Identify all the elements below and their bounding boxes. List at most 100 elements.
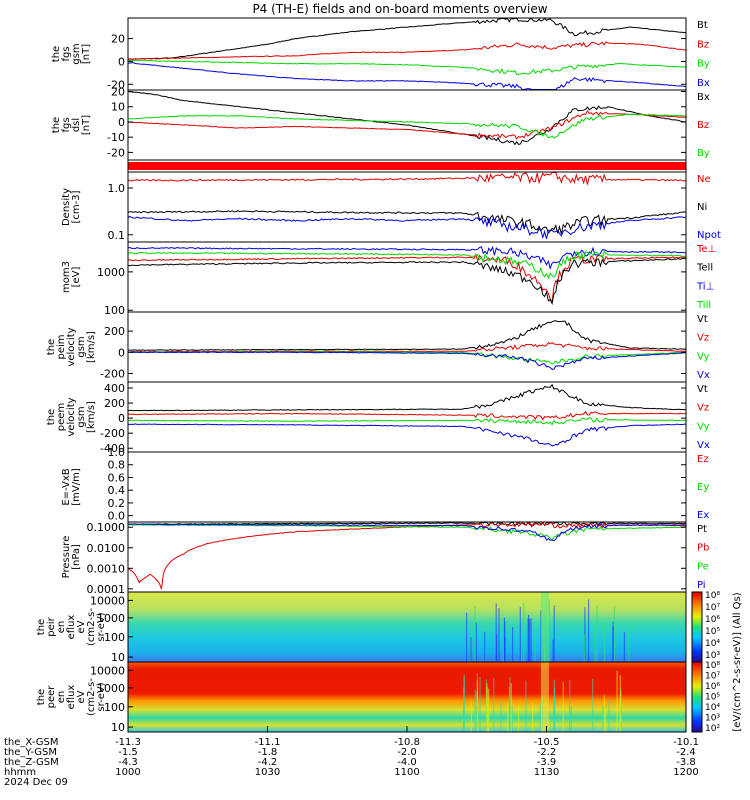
colorbar: 10⁸10⁷10⁶10⁵10⁴10³10⁸10⁷10⁶10⁵10⁴10³10²[… xyxy=(691,591,743,734)
y-tick-label: 1000 xyxy=(97,612,125,625)
y-tick-label: 10000 xyxy=(90,664,125,677)
legend-entry: Vt xyxy=(697,384,708,395)
legend-entry: Pi xyxy=(697,580,706,591)
x-row-label: hhmm xyxy=(4,767,36,778)
series-line-Ni xyxy=(127,210,687,235)
y-tick-label: -200 xyxy=(100,427,125,440)
spectrogram-streak xyxy=(486,683,488,732)
y-label-line: fgs xyxy=(61,46,72,61)
y-tick-label: 0 xyxy=(118,55,125,68)
legend-entry: Vz xyxy=(697,403,709,414)
x-row-value: -1.8 xyxy=(258,747,278,758)
y-label-line: [km/s] xyxy=(86,331,97,363)
x-row-value: -4.2 xyxy=(258,757,278,768)
y-tick-label: 100 xyxy=(104,701,125,714)
spectrogram-streak xyxy=(470,701,472,732)
y-tick-label: 1.0 xyxy=(108,446,126,459)
y-label-line: [nT] xyxy=(81,44,92,64)
y-tick-label: 0.4 xyxy=(108,484,126,497)
y-tick-label: 20 xyxy=(111,86,125,99)
legend-entry: By xyxy=(697,59,710,70)
legend-entry: Tell xyxy=(696,263,713,274)
spectrogram-streak xyxy=(616,670,618,732)
panel-density: 1.0 0.1 Density [cm-3] Ne Ni Npot xyxy=(61,171,721,243)
colorbar-tick: 10² xyxy=(705,724,720,734)
y-tick-label: 100 xyxy=(104,631,125,644)
spectrogram-streak xyxy=(583,634,585,662)
series-line-Pb xyxy=(127,521,687,590)
y-label-line: the xyxy=(51,117,62,133)
y-label-line: the xyxy=(46,409,57,425)
y-label-line: the xyxy=(36,689,47,705)
y-label-line: gsm xyxy=(76,406,87,427)
legend-entry: By xyxy=(697,148,710,159)
y-label-group: E=-VxB [mV/m] xyxy=(61,468,82,506)
y-label-group: Density [cm-3] xyxy=(61,188,82,226)
y-label-group: mom3 [eV] xyxy=(61,261,82,293)
series-line-Vz xyxy=(127,410,687,421)
y-tick-label: 0.0 xyxy=(108,510,126,523)
spectrogram-streak xyxy=(569,679,571,732)
spectrogram-streak xyxy=(530,618,532,662)
spectrogram-streak xyxy=(603,622,606,662)
x-row-value: -2.2 xyxy=(537,747,557,758)
spectrogram-streak xyxy=(588,599,590,662)
legend-entry: Vx xyxy=(697,440,710,451)
y-tick-label: 0 xyxy=(118,412,125,425)
spectrogram-streak xyxy=(507,703,509,732)
x-row-value: 1200 xyxy=(673,767,698,778)
series-line-Ti⊥ xyxy=(127,245,687,270)
colorbar-tick: 10³ xyxy=(705,714,720,724)
legend-entry: Pt xyxy=(697,524,707,535)
x-row-value: -4.0 xyxy=(397,757,417,768)
series-line-Vx xyxy=(128,423,687,447)
spectrogram-peir_spectrogram xyxy=(128,592,686,662)
legend-entry: Bt xyxy=(697,20,708,31)
spectrogram-streak xyxy=(528,614,530,662)
spectrogram-streak xyxy=(539,702,541,732)
y-label-line: en xyxy=(56,621,67,634)
x-row-value: 1000 xyxy=(115,767,140,778)
spectrogram-event-band xyxy=(540,662,549,732)
x-row-value: -2.0 xyxy=(397,747,417,758)
y-label-line: gsm xyxy=(71,43,82,64)
series-line-Bz xyxy=(127,41,687,60)
y-label-line: Density xyxy=(61,188,72,226)
series-line-Vz xyxy=(127,341,687,353)
y-tick-label: 400 xyxy=(104,382,125,395)
quality-flag-frame xyxy=(127,159,687,173)
x-row-value: 1100 xyxy=(394,767,419,778)
spectrogram-streak xyxy=(484,631,486,662)
panel-fgs_gsm: 20 0 -20 the fgs gsm [nT] Bt Bz By Bx xyxy=(51,17,710,91)
colorbar-tick: 10⁵ xyxy=(705,693,720,703)
panel-frame xyxy=(127,521,687,593)
colorbar-tick: 10⁵ xyxy=(705,627,720,637)
spectrogram-streak xyxy=(496,634,498,662)
y-label-line: [eV] xyxy=(71,267,82,288)
colorbar-bottom xyxy=(691,661,703,733)
colorbar-tick: 10⁶ xyxy=(705,682,720,692)
y-label-line: (cm2-s- xyxy=(86,608,97,646)
colorbar-tick: 10³ xyxy=(705,651,720,661)
spectrogram-streak xyxy=(570,706,572,732)
legend-entry: Ey xyxy=(697,482,709,493)
x-row-value: -2.4 xyxy=(676,747,696,758)
series-line-By xyxy=(127,59,687,76)
y-tick-label: 1000 xyxy=(97,266,125,279)
legend-entry: Vz xyxy=(697,333,709,344)
colorbar-tick: 10⁷ xyxy=(705,603,720,613)
y-tick-label: 0.0100 xyxy=(87,542,126,555)
panel-temperature: 1000 100 mom3 [eV] Te⊥ Tell Ti⊥ Till xyxy=(61,241,716,317)
y-tick-label: 200 xyxy=(104,397,125,410)
series-line-By xyxy=(127,113,687,139)
colorbar-label: [eV/(cm^2-s-sr-eV)] (All Qs) xyxy=(732,592,743,731)
series-line-Bz xyxy=(127,109,687,140)
series-line-Vt xyxy=(128,383,687,412)
spectrogram-streak xyxy=(596,605,598,662)
legend-entry: Bx xyxy=(697,92,710,103)
x-row-value: 1030 xyxy=(255,767,280,778)
spectrogram-streak xyxy=(479,676,481,732)
y-label-line: eV xyxy=(76,620,87,633)
